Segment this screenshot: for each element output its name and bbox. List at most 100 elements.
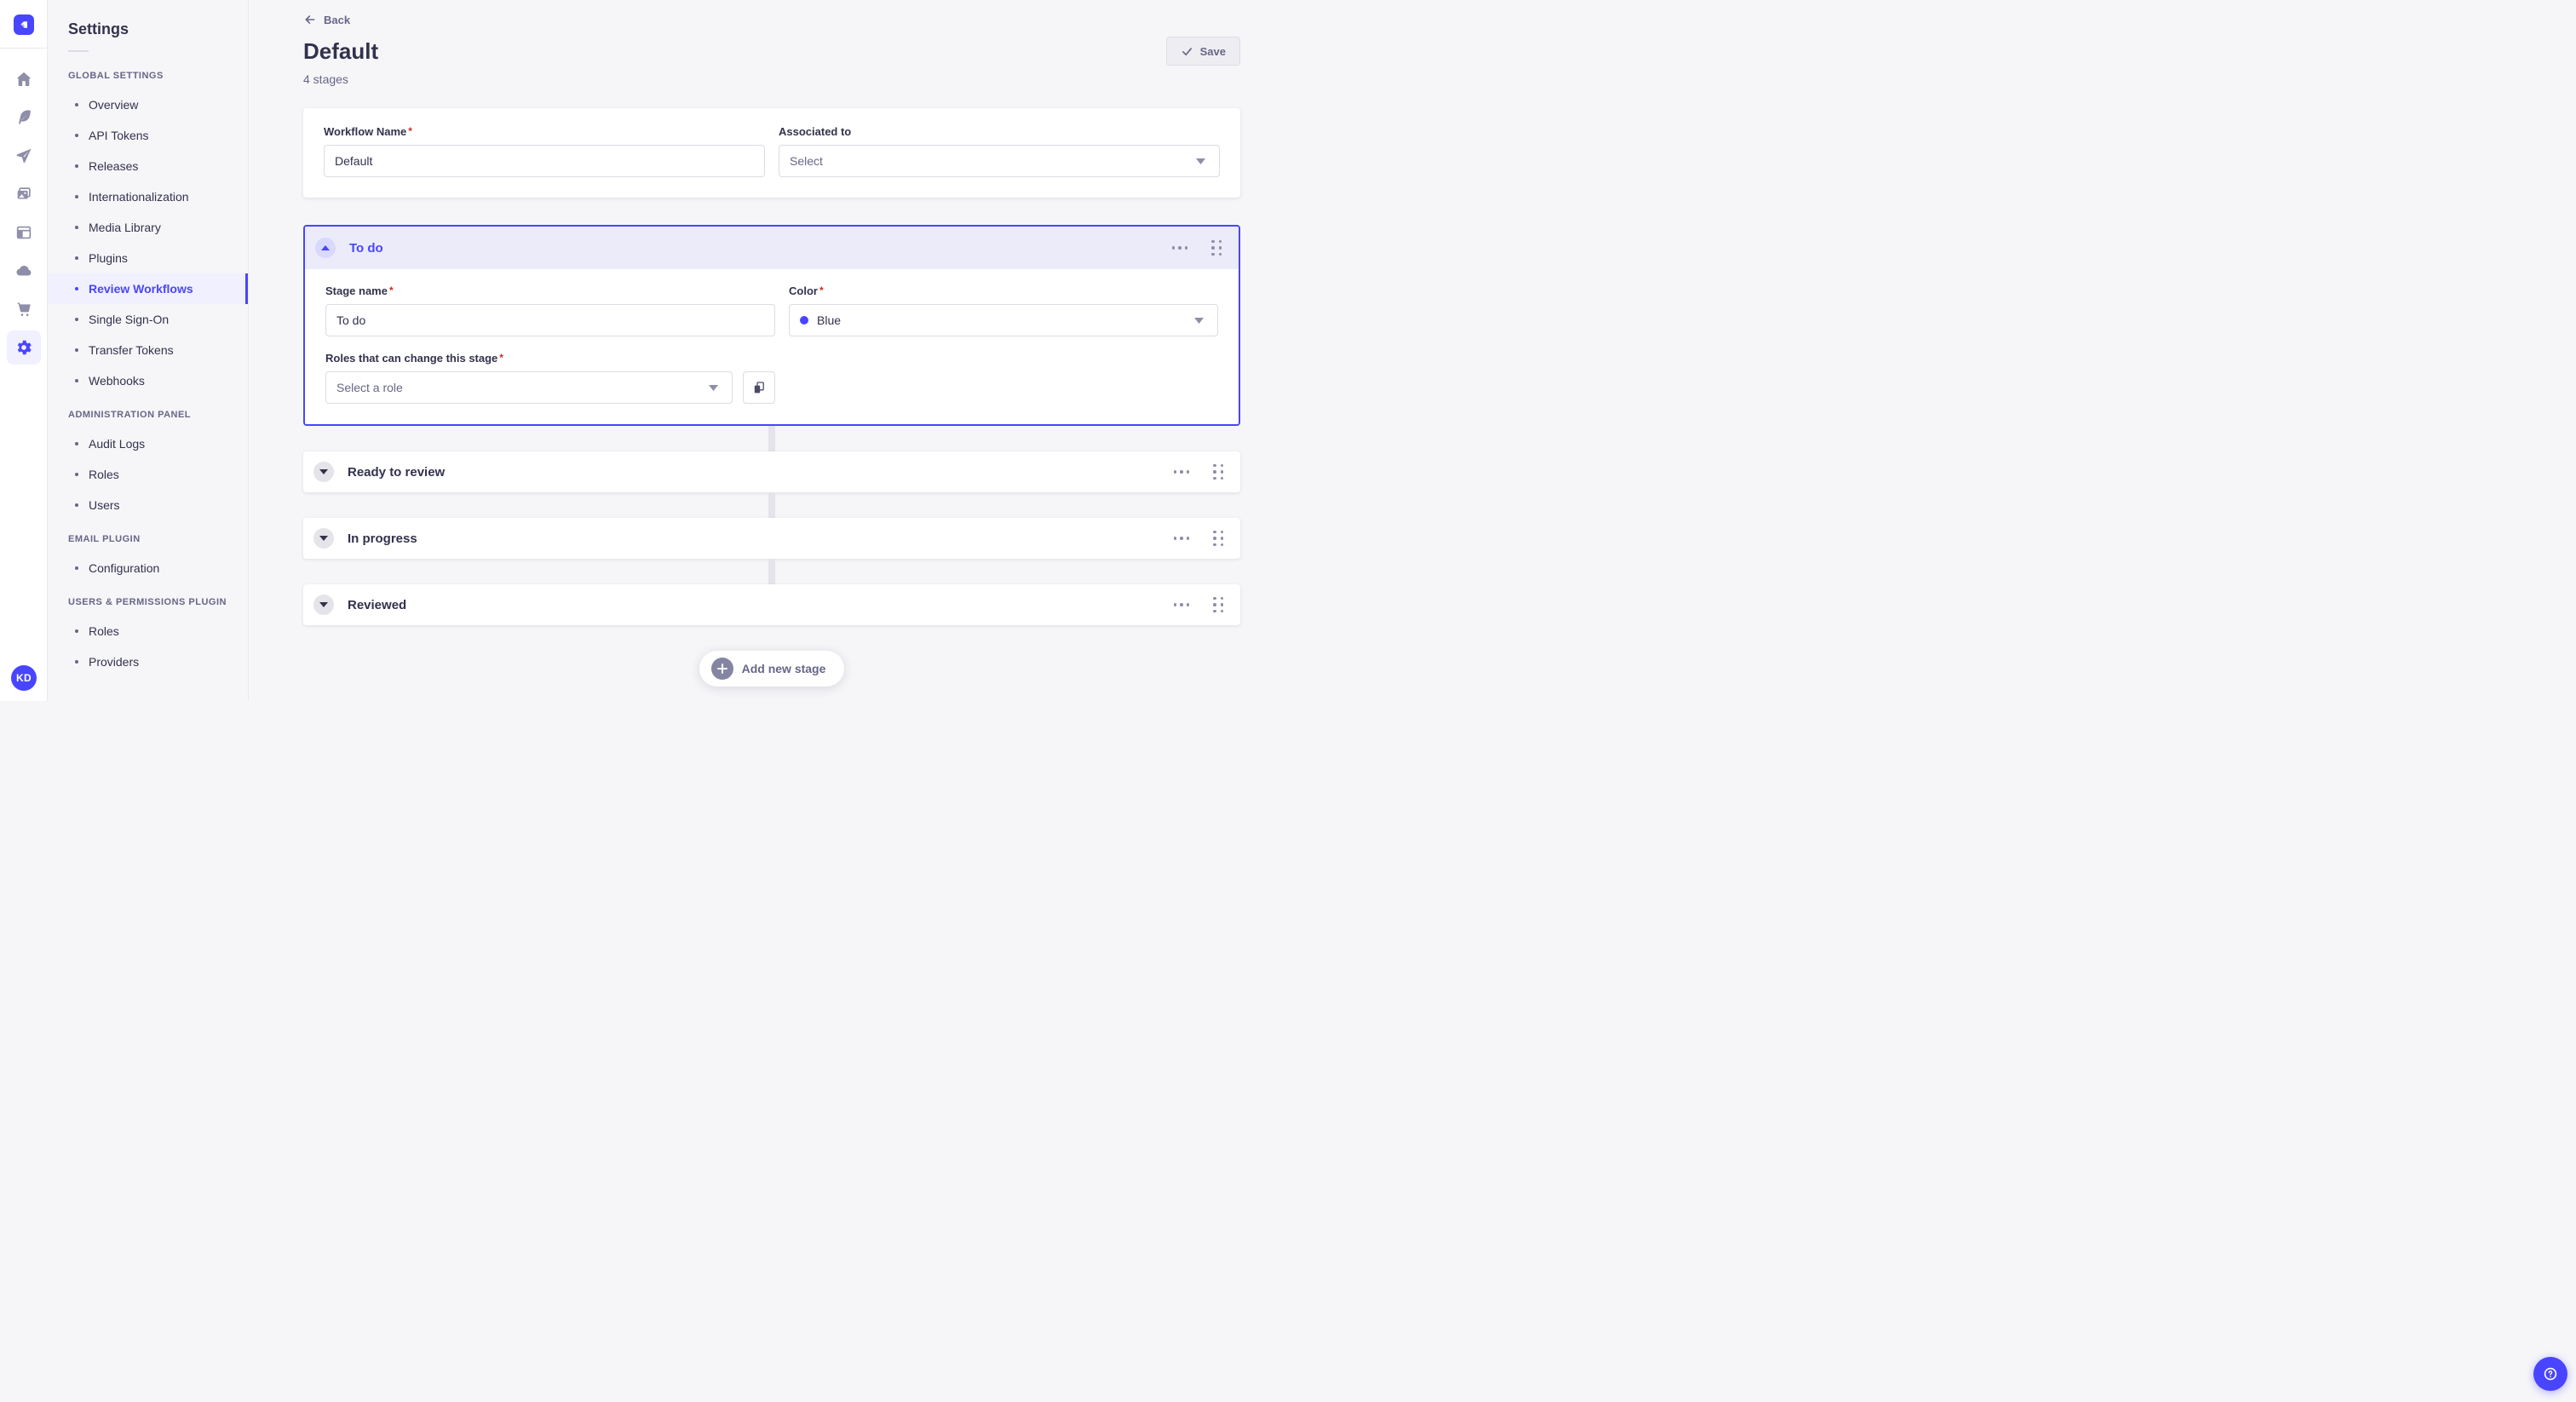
stage-name-input[interactable] <box>325 304 775 336</box>
stage-header[interactable]: Reviewed <box>303 584 1240 625</box>
strapi-logo[interactable] <box>13 14 34 35</box>
bullet-icon <box>75 629 78 633</box>
expand-stage-button[interactable] <box>313 595 334 615</box>
layout-icon[interactable] <box>14 222 34 243</box>
cart-icon[interactable] <box>14 299 34 319</box>
pictures-icon[interactable] <box>14 184 34 204</box>
subnav-item-releases[interactable]: Releases <box>48 151 248 181</box>
stage-connector <box>768 426 775 451</box>
gear-icon-active[interactable] <box>6 330 41 365</box>
nav-section-email-plugin: EMAIL PLUGIN Configuration <box>48 520 248 583</box>
main-content: Back Default Save 4 stages Workflow Name… <box>249 0 1288 701</box>
rail-divider <box>0 48 48 49</box>
feather-icon[interactable] <box>14 107 34 128</box>
subnav-item-internationalization[interactable]: Internationalization <box>48 181 248 212</box>
subnav-item-label: Providers <box>89 655 140 669</box>
stage-title: Reviewed <box>348 597 407 612</box>
stage-header[interactable]: Ready to review <box>303 451 1240 492</box>
stage-roles-field: Roles that can change this stage * Select… <box>325 352 733 404</box>
stage-name-field: Stage name * <box>325 284 775 336</box>
save-button[interactable]: Save <box>1165 37 1240 66</box>
page-title: Default <box>303 37 379 64</box>
bullet-icon <box>75 473 78 476</box>
subnav-item-audit-logs[interactable]: Audit Logs <box>48 428 248 459</box>
expand-stage-button[interactable] <box>313 462 334 482</box>
subnav-item-overview[interactable]: Overview <box>48 89 248 120</box>
required-marker: * <box>388 284 394 296</box>
subnav-item-webhooks[interactable]: Webhooks <box>48 365 248 396</box>
home-icon[interactable] <box>14 69 34 89</box>
bullet-icon <box>75 164 78 168</box>
bullet-icon <box>75 503 78 507</box>
stage-more-actions-icon[interactable] <box>1170 241 1190 255</box>
chevron-down-icon <box>319 536 328 541</box>
cloud-icon[interactable] <box>14 261 34 281</box>
back-label: Back <box>324 13 351 26</box>
subnav-item-email-configuration[interactable]: Configuration <box>48 553 248 583</box>
stage-color-select[interactable]: Blue <box>789 304 1218 336</box>
paper-plane-icon[interactable] <box>14 146 34 166</box>
bullet-icon <box>75 226 78 229</box>
subnav-item-plugins[interactable]: Plugins <box>48 243 248 273</box>
stage-card-ready-to-review: Ready to review <box>303 451 1240 492</box>
stage-header[interactable]: In progress <box>303 518 1240 559</box>
check-icon <box>1182 47 1192 55</box>
back-link[interactable]: Back <box>303 13 350 26</box>
add-new-stage-button[interactable]: Add new stage <box>699 651 845 687</box>
chevron-down-icon <box>1194 317 1204 324</box>
subnav-item-up-providers[interactable]: Providers <box>48 646 248 677</box>
bullet-icon <box>75 195 78 198</box>
color-swatch <box>800 316 808 325</box>
subnav-item-review-workflows[interactable]: Review Workflows <box>48 273 248 304</box>
nav-section-heading: GLOBAL SETTINGS <box>68 71 164 81</box>
subnav-item-media-library[interactable]: Media Library <box>48 212 248 243</box>
duplicate-stage-button[interactable] <box>743 371 775 404</box>
subnav-item-label: Review Workflows <box>89 282 193 296</box>
user-avatar[interactable]: KD <box>11 665 37 691</box>
stage-more-actions-icon[interactable] <box>1172 465 1192 479</box>
bullet-icon <box>75 442 78 445</box>
collapse-stage-button[interactable] <box>315 238 336 258</box>
subnav-item-admin-users[interactable]: Users <box>48 490 248 520</box>
stage-title: Ready to review <box>348 464 446 480</box>
nav-section-global-settings: GLOBAL SETTINGS Overview API Tokens Rele… <box>48 57 248 396</box>
expand-stage-button[interactable] <box>313 528 334 549</box>
select-value: Blue <box>817 313 842 327</box>
bullet-icon <box>75 287 78 290</box>
subnav-item-single-sign-on[interactable]: Single Sign-On <box>48 304 248 335</box>
stage-actions <box>1172 461 1228 484</box>
subnav-item-api-tokens[interactable]: API Tokens <box>48 120 248 151</box>
chevron-down-icon <box>319 469 328 474</box>
stage-more-actions-icon[interactable] <box>1172 598 1192 612</box>
bullet-icon <box>75 318 78 321</box>
drag-handle-icon[interactable] <box>1210 594 1227 617</box>
drag-handle-icon[interactable] <box>1208 237 1225 260</box>
stage-more-actions-icon[interactable] <box>1172 531 1192 545</box>
stage-list: To do Stage name* Col <box>303 225 1240 687</box>
subnav-item-transfer-tokens[interactable]: Transfer Tokens <box>48 335 248 365</box>
subnav-item-admin-roles[interactable]: Roles <box>48 459 248 490</box>
back-arrow-icon <box>305 15 315 24</box>
workflow-name-input[interactable] <box>324 145 765 177</box>
subnav-item-label: Overview <box>89 98 139 112</box>
drag-handle-icon[interactable] <box>1210 527 1227 550</box>
stage-card-reviewed: Reviewed <box>303 584 1240 625</box>
associated-to-select[interactable]: Select <box>779 145 1220 177</box>
stage-card-to-do: To do Stage name* Col <box>303 225 1240 426</box>
subnav-item-label: Transfer Tokens <box>89 343 174 357</box>
chevron-down-icon <box>319 602 328 607</box>
subnav-item-up-roles[interactable]: Roles <box>48 616 248 646</box>
bullet-icon <box>75 660 78 664</box>
help-button[interactable] <box>2533 1357 2567 1391</box>
subnav-item-label: Single Sign-On <box>89 313 170 326</box>
stage-roles-select[interactable]: Select a role <box>325 371 733 404</box>
nav-section-users-permissions-plugin: USERS & PERMISSIONS PLUGIN Roles Provide… <box>48 583 248 677</box>
drag-handle-icon[interactable] <box>1210 461 1227 484</box>
chevron-down-icon <box>1196 158 1205 164</box>
nav-section-administration-panel: ADMINISTRATION PANEL Audit Logs Roles Us… <box>48 396 248 520</box>
stage-header[interactable]: To do <box>305 227 1239 269</box>
subnav-item-label: Releases <box>89 159 139 173</box>
settings-subnav: Settings GLOBAL SETTINGS Overview API To… <box>48 0 249 701</box>
nav-section-heading: ADMINISTRATION PANEL <box>68 410 192 420</box>
subnav-item-label: Media Library <box>89 221 161 234</box>
